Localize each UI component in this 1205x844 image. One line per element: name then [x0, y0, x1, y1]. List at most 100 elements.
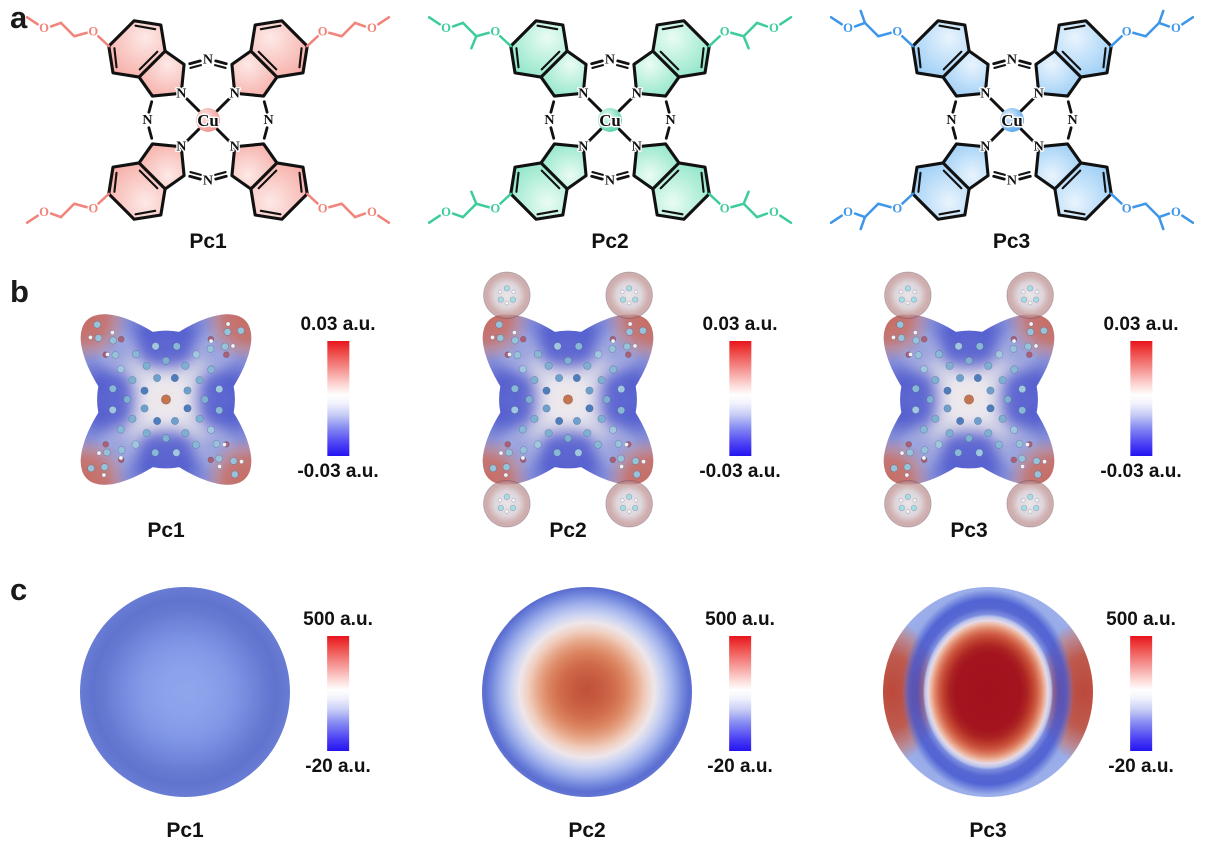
colorbar-min-label: -0.03 a.u. — [1100, 460, 1182, 482]
n-atom-label: N — [1033, 85, 1043, 101]
cu-atom-label: Cu — [1001, 111, 1023, 130]
colorbar-max-label: 500 a.u. — [1106, 609, 1176, 630]
o-atom-label: O — [892, 24, 902, 38]
side-chain — [305, 15, 391, 48]
n-atom-label: N — [605, 51, 615, 67]
macrocycle-quadrant — [1017, 9, 1194, 114]
cu-center — [999, 108, 1024, 132]
molecule-label: Pc2 — [549, 519, 587, 542]
colorbar-min-label: -20 a.u. — [707, 755, 773, 777]
macrocycle-quadrant — [615, 126, 793, 225]
o-atom-label: O — [441, 205, 451, 219]
o-atom-label: O — [769, 21, 779, 35]
n-atom-label: N — [230, 139, 240, 155]
colorbar: 0.03 a.u. -0.03 a.u. — [699, 314, 780, 483]
n-atom-label: N — [980, 139, 990, 155]
colorbar-gradient — [326, 340, 349, 456]
molecule-label: Pc3 — [969, 819, 1007, 842]
molecule-wrap: Cu N N N N N N N N O O O O O O O O Pc2 — [413, 6, 807, 254]
o-atom-label: O — [318, 24, 328, 38]
o-atom-label: O — [1171, 205, 1181, 219]
molecule-label: Pc2 — [568, 819, 606, 842]
n-atom-label: N — [544, 112, 554, 128]
colorbar-gradient — [729, 635, 751, 751]
alkyl-knob — [1006, 271, 1054, 319]
panel-a: Cu N N N N N N N N O O O O O O O O Pc1 Cu N N N N N N N N O O O O O O O… — [0, 0, 1205, 272]
esp-surface — [55, 288, 277, 511]
colorbar-max-label: 500 a.u. — [303, 609, 373, 630]
side-chain — [1109, 192, 1194, 231]
n-atom-label: N — [578, 139, 588, 155]
panel-b: 0.03 a.u. -0.03 a.u. Pc1 0.03 a.u. -0.03… — [0, 271, 1205, 546]
panel-a-letter: a — [10, 0, 28, 35]
colorbar: 500 a.u. -20 a.u. — [303, 609, 373, 778]
cu-atom-label: Cu — [197, 111, 219, 130]
n-atom-label: N — [203, 51, 213, 67]
molecule-label: Pc1 — [189, 230, 227, 253]
radial-map-pc2 — [482, 587, 692, 797]
molecule-drawing: Cu N N N N N N N N O O O O O O O O — [25, 15, 391, 225]
n-atom-label: N — [230, 85, 240, 101]
panel-c-letter: c — [10, 572, 28, 607]
o-atom-label: O — [1121, 202, 1131, 216]
panel-c: 500 a.u. -20 a.u. Pc1 500 a.u. -20 a.u. … — [0, 575, 1205, 844]
molecule-label: Pc1 — [166, 819, 204, 842]
alkyl-knob — [483, 480, 531, 528]
macrocycle-quadrant — [25, 15, 203, 114]
n-atom-label: N — [1067, 112, 1077, 128]
macrocycle-quadrant — [427, 126, 605, 225]
side-chain — [305, 192, 391, 225]
esp-cell-pc1: 0.03 a.u. -0.03 a.u. Pc1 — [0, 278, 402, 546]
colorbar-max-label: 0.03 a.u. — [1103, 314, 1179, 335]
side-chain — [427, 190, 513, 225]
cu-center — [196, 108, 220, 132]
molecule-wrap: Cu N N N N N N N N O O O O O O O O Pc3 — [815, 6, 1205, 254]
molecule-label: Pc3 — [950, 519, 988, 542]
colorbar-min-label: -0.03 a.u. — [699, 460, 781, 482]
n-atom-label: N — [263, 112, 273, 128]
molecule-wrap: Cu N N N N N N N N O O O O O O O O Pc1 — [11, 6, 405, 254]
n-atom-label: N — [1006, 173, 1016, 189]
o-atom-label: O — [88, 24, 98, 38]
o-atom-label: O — [843, 205, 853, 219]
side-chain — [427, 15, 513, 50]
alkyl-knob — [1006, 480, 1054, 528]
o-atom-label: O — [88, 202, 98, 216]
molecule-drawing: Cu N N N N N N N N O O O O O O O O — [427, 15, 793, 225]
n-atom-label: N — [980, 85, 990, 101]
panel-b-letter: b — [10, 274, 29, 309]
side-chain — [25, 15, 111, 48]
esp-map-pc1 — [55, 288, 277, 511]
macrocycle-quadrant — [25, 126, 203, 225]
molecule-cell-pc3: Cu N N N N N N N N O O O O O O O O Pc3 — [804, 0, 1205, 272]
molecule-cell-pc1: Cu N N N N N N N N O O O O O O O O Pc1 — [0, 0, 402, 272]
n-atom-label: N — [605, 173, 615, 189]
ball-and-stick-atoms — [87, 320, 245, 479]
o-atom-label: O — [490, 24, 500, 38]
colorbar: 0.03 a.u. -0.03 a.u. — [297, 314, 378, 483]
side-chain — [25, 192, 111, 225]
ball-and-stick-atoms — [489, 285, 647, 514]
molecule-structure-pc3: Cu N N N N N N N N O O O O O O O O — [829, 9, 1194, 231]
molecule-label: Pc2 — [591, 230, 629, 253]
colorbar: 500 a.u. -20 a.u. — [705, 609, 775, 778]
n-atom-label: N — [142, 112, 152, 128]
colorbar-min-label: -20 a.u. — [1108, 755, 1174, 777]
side-chain — [707, 15, 793, 50]
o-atom-label: O — [843, 21, 853, 35]
colorbar-min-label: -20 a.u. — [305, 755, 371, 777]
molecule-structure-pc2: Cu N N N N N N N N O O O O O O O O — [427, 15, 793, 225]
colorbar-gradient — [327, 635, 349, 751]
disk-cell-pc1: 500 a.u. -20 a.u. Pc1 — [0, 575, 402, 844]
o-atom-label: O — [892, 202, 902, 216]
esp-surface — [457, 271, 679, 528]
molecule-drawing: Cu N N N N N N N N O O O O O O O O — [829, 9, 1194, 231]
n-atom-label: N — [578, 85, 588, 101]
o-atom-label: O — [720, 24, 730, 38]
macrocycle-quadrant — [427, 15, 605, 114]
colorbar-min-label: -0.03 a.u. — [297, 460, 379, 482]
o-atom-label: O — [441, 21, 451, 35]
colorbar-gradient — [728, 340, 751, 456]
n-atom-label: N — [1006, 51, 1016, 67]
radial-map-pc3 — [883, 587, 1093, 797]
